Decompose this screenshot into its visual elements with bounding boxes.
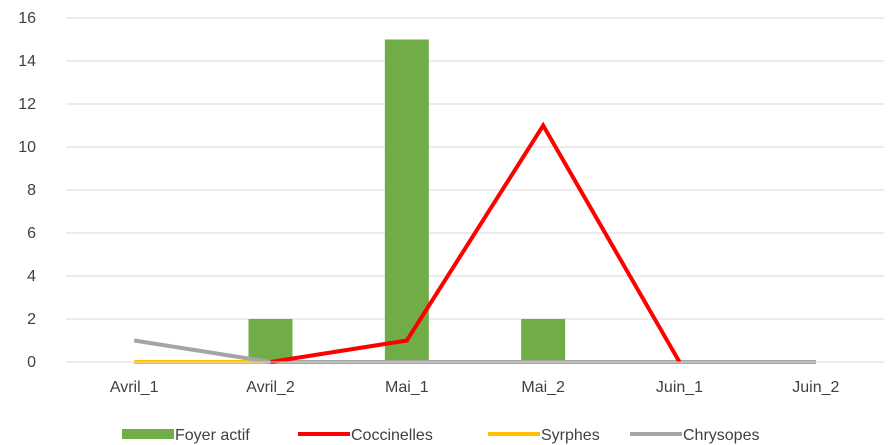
- legend-item: Foyer actif: [122, 427, 250, 444]
- legend-swatch: [122, 429, 174, 439]
- bar: [384, 39, 429, 362]
- legend-item: Chrysopes: [630, 427, 759, 444]
- y-tick-label: 0: [27, 354, 36, 371]
- legend-label: Coccinelles: [351, 427, 433, 444]
- series-line: [270, 121, 682, 364]
- x-tick-label: Mai_2: [521, 379, 565, 396]
- legend-label: Syrphes: [541, 427, 600, 444]
- y-tick-label: 10: [18, 139, 36, 156]
- legend-label: Chrysopes: [683, 427, 759, 444]
- y-tick-label: 4: [27, 268, 36, 285]
- legend-item: Coccinelles: [298, 427, 433, 444]
- bar: [521, 319, 566, 362]
- x-axis: Avril_1 Avril_2 Mai_1 Mai_2 Juin_1 Juin_2: [66, 361, 884, 396]
- y-axis: 0 2 4 6 8 10 12 14 16: [18, 10, 36, 371]
- legend: Foyer actif Coccinelles Syrphes Chrysopes: [122, 427, 759, 444]
- line-series: [133, 121, 816, 364]
- y-tick-label: 12: [18, 96, 36, 113]
- gridlines: [66, 17, 884, 363]
- y-tick-label: 6: [27, 225, 36, 242]
- series-line: [133, 338, 816, 364]
- x-tick-label: Avril_1: [110, 379, 159, 396]
- y-tick-label: 8: [27, 182, 36, 199]
- legend-label: Foyer actif: [175, 427, 250, 444]
- x-tick-label: Juin_1: [656, 379, 703, 396]
- x-tick-label: Juin_2: [792, 379, 839, 396]
- x-tick-label: Avril_2: [246, 379, 295, 396]
- legend-item: Syrphes: [488, 427, 600, 444]
- y-tick-label: 2: [27, 311, 36, 328]
- y-tick-label: 14: [18, 53, 36, 70]
- x-tick-label: Mai_1: [385, 379, 429, 396]
- y-tick-label: 16: [18, 10, 36, 27]
- bar: [248, 319, 293, 362]
- bar-series: [248, 39, 566, 362]
